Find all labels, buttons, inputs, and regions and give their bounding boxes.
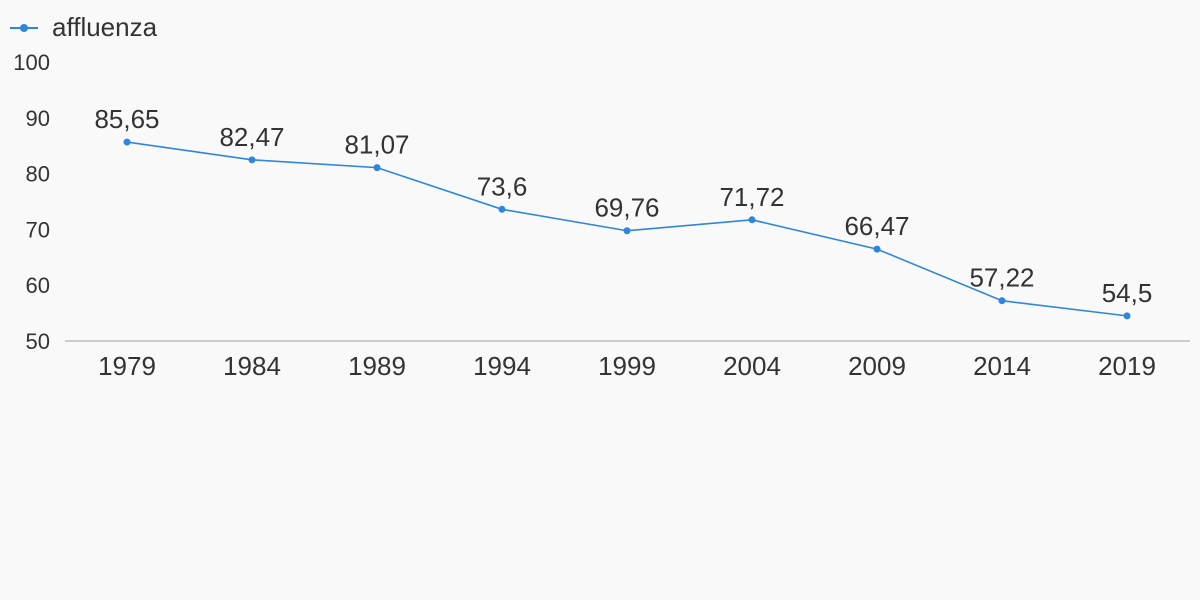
- data-label: 54,5: [1102, 278, 1153, 308]
- y-tick-label: 50: [26, 329, 50, 354]
- data-point[interactable]: [623, 227, 631, 235]
- data-point[interactable]: [748, 216, 756, 224]
- data-point[interactable]: [123, 138, 131, 146]
- data-label: 81,07: [344, 130, 409, 160]
- data-label: 82,47: [219, 122, 284, 152]
- x-tick-label: 2009: [848, 351, 906, 381]
- legend-dot-marker: [20, 24, 28, 32]
- y-tick-label: 90: [26, 106, 50, 131]
- x-axis: 1979 1984 1989 1994 1999 2004 2009 2014 2019: [98, 351, 1156, 381]
- x-tick-label: 1994: [473, 351, 531, 381]
- series-affluenza: 85,65 82,47 81,07 73,6 69,76 71,72 66,47 57,22 5…: [94, 104, 1153, 320]
- data-label: 66,47: [844, 211, 909, 241]
- data-point[interactable]: [498, 205, 506, 213]
- data-point[interactable]: [1123, 312, 1131, 320]
- y-tick-label: 60: [26, 273, 50, 298]
- x-tick-label: 2004: [723, 351, 781, 381]
- x-tick-label: 1999: [598, 351, 656, 381]
- data-point[interactable]: [998, 297, 1006, 305]
- y-axis: 50 60 70 80 90 100: [13, 50, 50, 354]
- x-tick-label: 2019: [1098, 351, 1156, 381]
- data-label: 69,76: [594, 193, 659, 223]
- data-label: 85,65: [94, 104, 159, 134]
- y-tick-label: 80: [26, 162, 50, 187]
- y-tick-label: 70: [26, 217, 50, 242]
- x-tick-label: 1989: [348, 351, 406, 381]
- data-label: 71,72: [719, 182, 784, 212]
- data-label: 73,6: [477, 171, 528, 201]
- y-tick-label: 100: [13, 50, 50, 75]
- legend[interactable]: affluenza: [10, 12, 158, 42]
- data-point[interactable]: [873, 245, 881, 253]
- x-tick-label: 1979: [98, 351, 156, 381]
- data-label: 57,22: [969, 263, 1034, 293]
- x-tick-label: 1984: [223, 351, 281, 381]
- data-point[interactable]: [373, 164, 381, 172]
- data-point[interactable]: [248, 156, 256, 164]
- x-tick-label: 2014: [973, 351, 1031, 381]
- legend-label: affluenza: [52, 12, 158, 42]
